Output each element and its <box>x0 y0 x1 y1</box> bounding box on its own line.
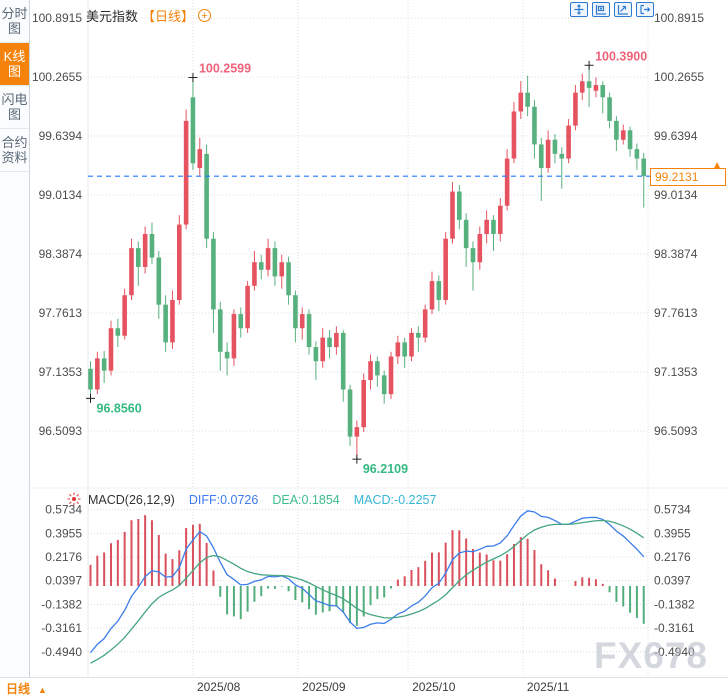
low-price-annotation: 96.2109 <box>363 462 408 476</box>
gridlines <box>30 0 728 677</box>
low-price-annotation: 96.8560 <box>97 401 142 415</box>
macd-axis-label: -0.1382 <box>654 597 695 611</box>
macd-axis-label: 0.5734 <box>45 503 82 517</box>
price-up-arrow-icon: ▲ <box>712 160 722 171</box>
macd-axis-label: -0.3161 <box>41 621 82 635</box>
price-axis-label: 99.0134 <box>39 188 83 202</box>
add-indicator-icon[interactable]: + <box>198 9 212 22</box>
price-axis-label: 97.7613 <box>654 306 698 320</box>
sidebar-tab-kline-chart[interactable]: K线图 <box>0 43 29 86</box>
chart-overlays: 96.8560 100.2599 96.2109 100.3900 <box>86 49 650 476</box>
price-axis-label: 97.1353 <box>39 365 83 379</box>
time-axis-label: 2025/10 <box>412 680 456 694</box>
price-axis-label: 96.5093 <box>39 424 83 438</box>
time-axis-label: 2025/08 <box>196 680 241 694</box>
chart-type-sidebar: 分时图 K线图 闪电图 合约资料 <box>0 0 30 677</box>
box-zoom-icon[interactable] <box>592 2 610 17</box>
macd-axis-label: 0.5734 <box>654 503 691 517</box>
macd-macd-value: MACD:-0.2257 <box>353 493 437 507</box>
macd-axis-label: 0.3955 <box>654 526 691 540</box>
macd-params-label: MACD(26,12,9) <box>88 493 175 507</box>
macd-axis-label: 0.3955 <box>45 526 82 540</box>
period-selector-label: 日线 <box>6 682 31 696</box>
macd-axis-label: -0.4940 <box>654 645 695 659</box>
macd-legend-row: MACD(26,12,9) DIFF:0.0726 DEA:0.1854 MAC… <box>88 493 436 507</box>
macd-axis-label: 0.0397 <box>45 574 82 588</box>
macd-axis-label: 0.2176 <box>45 550 82 564</box>
price-axis-label: 98.3874 <box>39 247 83 261</box>
macd-axis-label: 0.2176 <box>654 550 691 564</box>
price-axis-label: 100.8915 <box>32 11 82 25</box>
macd-dea-value: DEA:0.1854 <box>272 493 340 507</box>
macd-axis-label: 0.0397 <box>654 574 691 588</box>
sidebar-tab-lightning-chart[interactable]: 闪电图 <box>0 86 29 129</box>
macd-axis-label: -0.3161 <box>654 621 695 635</box>
time-axis-label: 2025/09 <box>302 680 346 694</box>
candlestick-series <box>88 65 647 460</box>
indicator-settings-icon[interactable] <box>67 492 81 506</box>
sidebar-tab-contract-info[interactable]: 合约资料 <box>0 129 29 172</box>
zoom-restore-icon[interactable] <box>614 2 632 17</box>
price-axis-label: 99.6394 <box>39 129 83 143</box>
high-price-annotation: 100.3900 <box>595 49 647 63</box>
period-selector[interactable]: 日线 ▲ <box>6 680 47 696</box>
time-axis-bar: 日线 ▲ 2025/08 2025/09 2025/10 2025/11 <box>0 677 728 696</box>
crosshair-icon[interactable] <box>570 2 588 17</box>
current-price-value: 99.2131 <box>655 170 699 184</box>
price-axis-label: 100.2655 <box>654 70 704 84</box>
price-axis-label: 99.0134 <box>654 188 698 202</box>
macd-series <box>89 510 645 664</box>
price-axis-label: 97.7613 <box>39 306 83 320</box>
sidebar-tab-time-chart[interactable]: 分时图 <box>0 0 29 43</box>
instrument-name: 美元指数 <box>86 9 139 24</box>
current-price-tag: 99.2131 ▲ <box>650 160 726 186</box>
period-dropdown-arrow-icon: ▲ <box>38 685 47 695</box>
time-axis-label: 2025/11 <box>526 680 570 694</box>
macd-axis-label: -0.4940 <box>41 645 82 659</box>
chart-title-row: 美元指数 【日线】 + <box>86 6 212 25</box>
exit-pan-icon[interactable] <box>636 2 654 17</box>
macd-axis-label: -0.1382 <box>41 597 82 611</box>
high-price-annotation: 100.2599 <box>199 62 251 76</box>
price-axis-label: 100.2655 <box>32 70 82 84</box>
price-axis-label: 96.5093 <box>654 424 698 438</box>
price-axis-label: 100.8915 <box>654 11 704 25</box>
watermark: FX678 <box>594 635 709 676</box>
price-axis-label: 98.3874 <box>654 247 698 261</box>
chart-toolbar <box>570 2 654 17</box>
macd-diff-value: DIFF:0.0726 <box>188 493 259 507</box>
period-badge: 【日线】 <box>142 9 195 24</box>
price-axis-label: 97.1353 <box>654 365 698 379</box>
price-axis-label: 99.6394 <box>654 129 698 143</box>
